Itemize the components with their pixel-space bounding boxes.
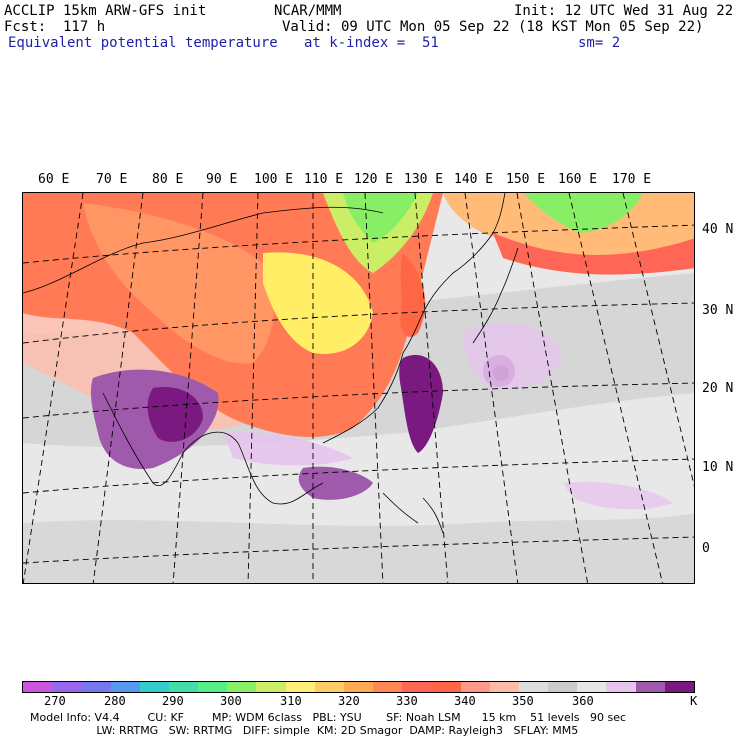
level-label: at k-index = 51: [304, 35, 439, 51]
field-name: Equivalent potential temperature: [8, 35, 278, 51]
colorbar-swatch: [343, 682, 374, 692]
lon-label: 60 E: [38, 172, 70, 187]
model-info-line2: LW: RRTMG SW: RRTMG DIFF: simple KM: 2D …: [30, 724, 579, 737]
lat-label: 30 N: [702, 303, 734, 318]
lon-label: 90 E: [206, 172, 238, 187]
colorbar-tick: 330: [396, 694, 418, 708]
colorbar-swatch: [139, 682, 169, 692]
colorbar-tick: 270: [44, 694, 66, 708]
colorbar-swatch: [548, 682, 578, 692]
colorbar-swatch: [227, 682, 257, 692]
colorbar-tick: 360: [572, 694, 594, 708]
colorbar-tick: 280: [104, 694, 126, 708]
colorbar-swatch: [402, 682, 432, 692]
forecast-hour: Fcst: 117 h: [4, 19, 106, 35]
lat-label: 20 N: [702, 381, 734, 396]
colorbar-tick: 300: [220, 694, 242, 708]
lon-label: 70 E: [96, 172, 128, 187]
valid-time: Valid: 09 UTC Mon 05 Sep 22 (18 KST Mon …: [282, 19, 704, 35]
colorbar-tick: 310: [280, 694, 302, 708]
lon-label: 110 E: [304, 172, 344, 187]
model-title: ACCLIP 15km ARW-GFS init: [4, 3, 207, 19]
lon-label: 170 E: [612, 172, 652, 187]
colorbar-swatch: [110, 682, 140, 692]
lat-label: 0: [702, 541, 710, 556]
lat-label: 10 N: [702, 460, 734, 475]
colorbar-swatch: [168, 682, 199, 692]
colorbar-swatch: [635, 682, 665, 692]
colorbar-swatch: [606, 682, 636, 692]
colorbar-tick: 290: [162, 694, 184, 708]
colorbar-swatch: [664, 682, 694, 692]
colorbar-swatch: [256, 682, 286, 692]
colorbar-tick: 350: [512, 694, 534, 708]
colorbar-swatch: [577, 682, 607, 692]
lon-label: 160 E: [558, 172, 598, 187]
colorbar-swatch: [285, 682, 315, 692]
colorbar-swatch: [52, 682, 82, 692]
colorbar-swatch: [23, 682, 53, 692]
lon-label: 140 E: [454, 172, 494, 187]
lon-label: 130 E: [404, 172, 444, 187]
lon-label: 80 E: [152, 172, 184, 187]
lon-label: 100 E: [254, 172, 294, 187]
colorbar-swatch: [314, 682, 344, 692]
lat-label: 40 N: [702, 222, 734, 237]
colorbar-tick: 320: [338, 694, 360, 708]
smoothing-label: sm= 2: [578, 35, 621, 51]
colorbar-swatch: [489, 682, 519, 692]
model-info-line1: Model Info: V4.4 CU: KF MP: WDM 6class P…: [30, 711, 627, 724]
init-time: Init: 12 UTC Wed 31 Aug 22: [514, 3, 734, 19]
theta-e-map: [23, 193, 694, 583]
lon-label: 150 E: [506, 172, 546, 187]
colorbar: [22, 681, 695, 693]
colorbar-swatch: [518, 682, 549, 692]
colorbar-tick: 340: [454, 694, 476, 708]
colorbar-swatch: [373, 682, 403, 692]
center-label: NCAR/MMM: [274, 3, 342, 19]
colorbar-swatch: [198, 682, 228, 692]
colorbar-swatch: [81, 682, 111, 692]
colorbar-swatch: [431, 682, 461, 692]
colorbar-swatch: [460, 682, 490, 692]
map-panel: [22, 192, 695, 584]
colorbar-unit: K: [690, 694, 698, 708]
lon-label: 120 E: [354, 172, 394, 187]
